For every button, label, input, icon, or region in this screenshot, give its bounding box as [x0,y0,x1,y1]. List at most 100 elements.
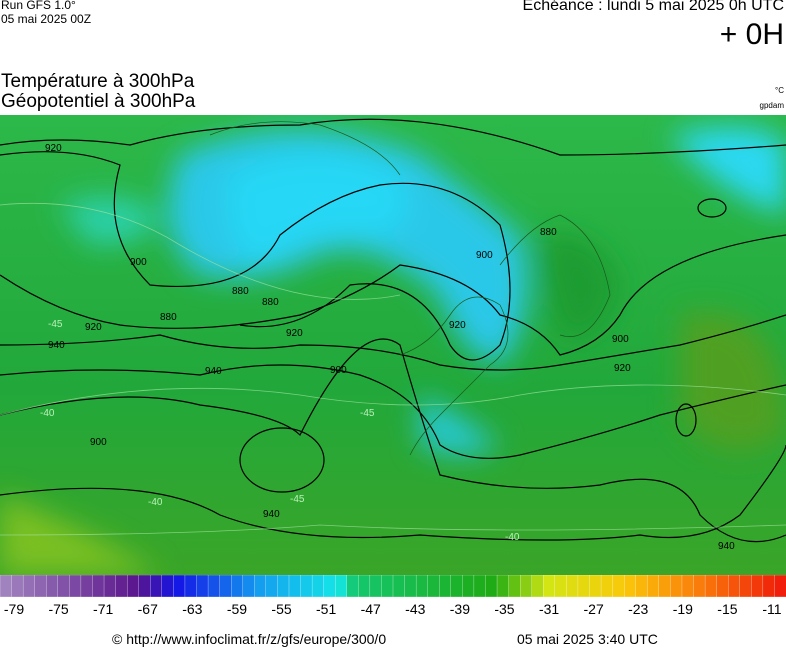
scale-swatch [589,575,602,598]
contour-label: 880 [540,227,557,238]
scale-label: -15 [717,601,737,617]
scale-swatch [69,575,82,598]
scale-swatch [22,575,36,598]
scale-label: -63 [182,601,202,617]
scale-swatch [751,575,764,598]
contour-label: 940 [48,340,65,351]
scale-label: -27 [584,601,604,617]
isotherm-label: -45 [290,494,305,505]
scale-swatch [34,575,47,598]
forecast: Echéance : lundi 5 mai 2025 0h UTC [522,0,784,14]
scale-swatch [254,575,267,598]
contour-label: 940 [263,509,280,520]
scale-swatch [231,575,244,598]
scale-swatch [739,575,752,598]
scale-swatch [450,575,464,598]
contour-label: 880 [160,312,177,323]
scale-swatch [670,575,683,598]
scale-swatch [323,575,336,598]
contour-label: 900 [330,365,347,376]
scale-label: -75 [48,601,68,617]
scale-label: -35 [494,601,514,617]
scale-swatch [693,575,706,598]
scale-swatch [92,575,105,598]
map: 920 900 880 880 900 920 940 900 880 900 920 940 920 9… [0,115,786,575]
contour-label: 920 [286,328,303,339]
isotherm-label: -45 [48,319,63,330]
scale-label: -59 [227,601,247,617]
contours [0,118,786,543]
scale-label: -51 [316,601,336,617]
scale-label: -39 [450,601,470,617]
run-date: 05 mai 2025 00Z [1,12,92,26]
scale-swatch [161,575,175,598]
isotherm-label: -40 [40,408,55,419]
scale-swatch [519,575,533,598]
scale-swatch [496,575,510,598]
scale-swatch [624,575,637,598]
lead: + 0H [719,18,784,51]
scale-swatch [115,575,128,598]
scale-swatch [11,575,24,598]
scale-swatch [508,575,521,598]
scale-swatch [150,575,163,598]
isotherms [0,202,786,536]
scale-swatch [415,575,429,598]
scale-swatch [658,575,672,598]
contour-label: 920 [45,143,62,154]
scale-swatch [138,575,151,598]
scale-label: -31 [539,601,559,617]
scale-swatch [346,575,359,598]
scale-swatch [716,575,729,598]
contour-label: 880 [262,297,279,308]
scale-swatch [207,575,221,598]
scale-swatch [427,575,440,598]
unit-geo: gpdam [759,101,784,110]
isotherm-label: -40 [505,532,520,543]
contour-label: 900 [90,437,107,448]
scale-swatch [300,575,313,598]
temperature-field [0,127,786,575]
scale-swatch [566,575,579,598]
scale-swatch [369,575,383,598]
scale-swatch [404,575,417,598]
title: Température à 300hPa [1,71,195,92]
scale-label: -79 [4,601,24,617]
scale-swatch [473,575,487,598]
contour-label: 900 [130,257,147,268]
scale-swatch [184,575,198,598]
color-scale: -79 -75 -71 -67 -63 -59 -55 -51 -47 -43 -39 -35 -31 -… [0,575,786,617]
scale-swatch [80,575,94,598]
contour-label: 920 [85,322,102,333]
scale-swatch [635,575,648,598]
footer-timestamp: 05 mai 2025 3:40 UTC [517,631,658,647]
contour-label: 880 [232,286,249,297]
scale-swatch [600,575,614,598]
scale-label: -67 [138,601,158,617]
scale-swatch [612,575,625,598]
contour-label: 920 [614,363,631,374]
contour-label: 920 [449,320,466,331]
isotherm-label: -40 [148,497,163,508]
scale-swatch [381,575,394,598]
scale-swatch [0,575,13,598]
contour-label: 940 [718,541,735,552]
unit-temp: °C [775,86,784,95]
scale-swatch [335,575,348,598]
contour-label: 900 [476,250,493,261]
subtitle: Géopotentiel à 300hPa [1,91,196,112]
scale-swatch [219,575,232,598]
footer-url: © http://www.infoclimat.fr/z/gfs/europe/… [112,631,387,647]
scale-swatch [531,575,544,598]
scale-swatch [288,575,302,598]
scale-swatch [762,575,776,598]
scale-swatch [543,575,556,598]
scale-swatch [462,575,475,598]
run: Run GFS 1.0° [1,0,76,12]
scale-swatch [57,575,71,598]
scale-swatch [485,575,498,598]
scale-swatch [311,575,325,598]
scale-label: -71 [93,601,113,617]
scale-swatch [196,575,209,598]
